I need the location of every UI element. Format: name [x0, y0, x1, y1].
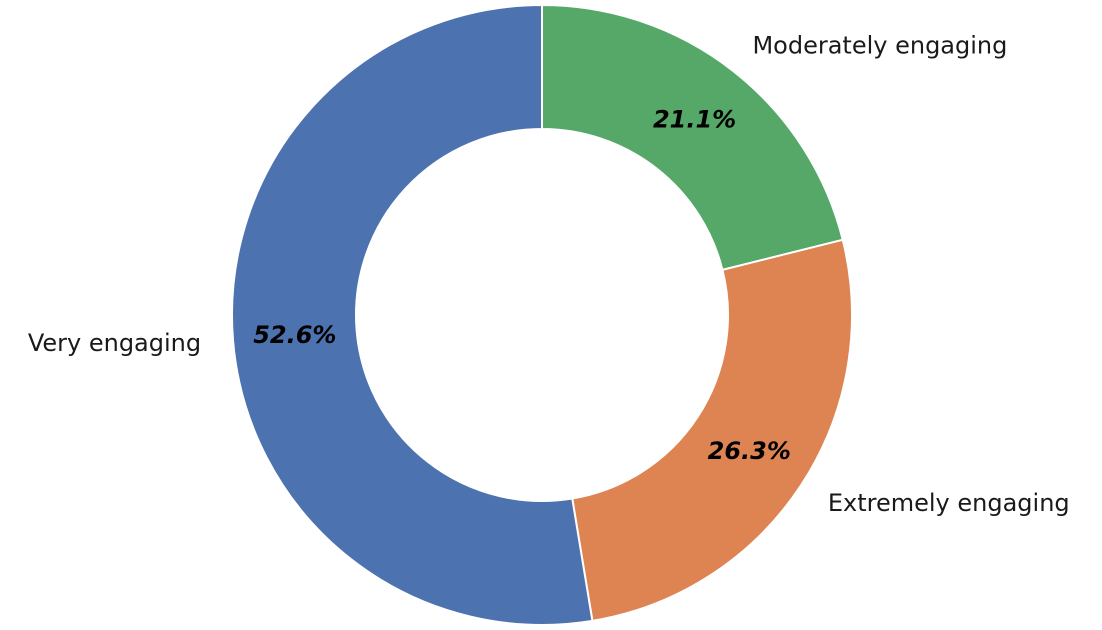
donut-slices	[231, 3, 853, 626]
percent-label-moderately-engaging: 21.1%	[653, 106, 736, 134]
donut-labels: 21.1% Moderately engaging 26.3% Extremely e…	[28, 31, 1070, 516]
slice-extremely-engaging	[571, 238, 853, 623]
category-label-very-engaging: Very engaging	[28, 329, 201, 357]
slice-moderately-engaging	[541, 3, 844, 272]
category-label-extremely-engaging: Extremely engaging	[828, 489, 1070, 517]
category-label-moderately-engaging: Moderately engaging	[752, 31, 1007, 59]
slice-very-engaging	[231, 3, 594, 626]
percent-label-very-engaging: 52.6%	[253, 321, 336, 349]
percent-label-extremely-engaging: 26.3%	[708, 437, 791, 465]
